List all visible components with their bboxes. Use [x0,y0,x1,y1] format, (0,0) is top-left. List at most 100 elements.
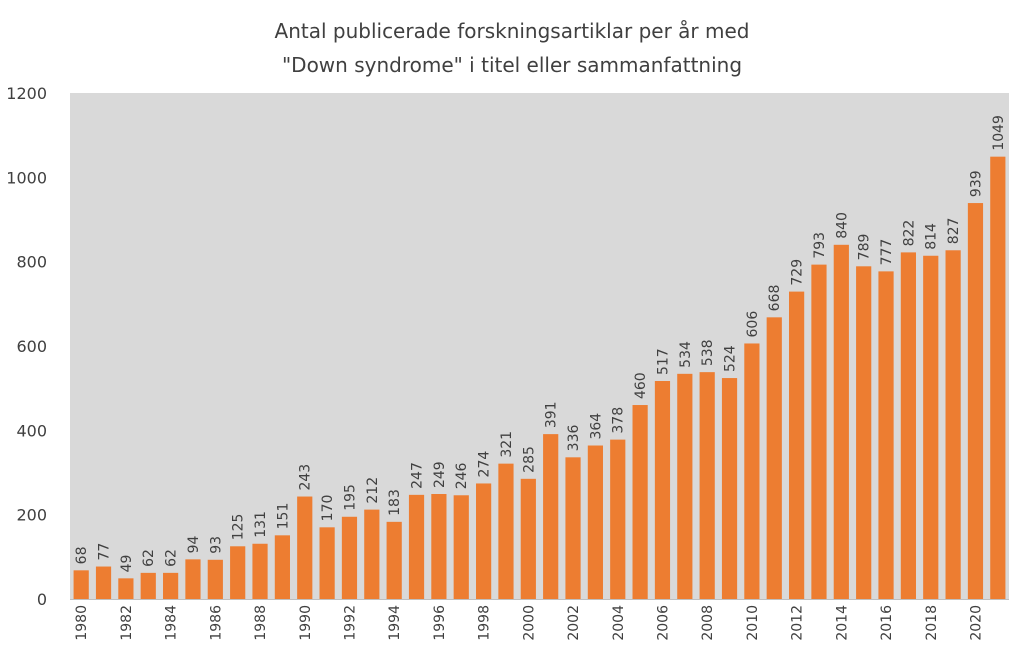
x-tick-label-2020: 2020 [968,605,984,641]
x-tick-label-1980: 1980 [74,605,90,641]
bar-2018 [923,255,939,599]
x-tick-label-1992: 1992 [342,605,358,641]
bar-1998 [476,483,492,599]
bar-2006 [654,381,671,599]
data-label-1980: 68 [74,547,90,565]
data-labels-group: 68 77 49 62 62 94 93 125 131 151 243 170 195 212 183 24… [74,115,1007,572]
data-label-1993: 212 [365,477,381,504]
data-label-1983: 62 [141,549,157,567]
data-label-2009: 524 [723,345,739,372]
bar-2013 [811,264,827,599]
x-tick-label-1984: 1984 [164,605,180,641]
data-label-2001: 391 [544,401,560,428]
bar-1999 [498,463,514,599]
data-label-2011: 668 [767,285,783,312]
data-label-2015: 789 [857,234,873,261]
bar-2004 [610,439,626,599]
bar-1997 [453,495,469,599]
data-label-1985: 94 [186,535,202,553]
x-tick-label-2016: 2016 [879,605,895,641]
x-tick-label-2014: 2014 [834,605,850,641]
data-label-1982: 49 [119,555,135,573]
y-tick-label-1200: 1200 [6,84,47,103]
data-label-1987: 125 [231,514,247,541]
bar-1982 [118,578,134,599]
data-label-2000: 285 [521,446,537,473]
x-tick-label-2018: 2018 [924,605,940,641]
bar-2014 [833,244,849,600]
bar-1995 [408,494,425,599]
x-tick-label-2012: 2012 [790,605,806,641]
bar-2003 [587,445,603,599]
x-tick-label-1998: 1998 [477,605,493,641]
data-label-2016: 777 [879,239,895,266]
bar-2002 [565,457,581,599]
data-label-1997: 246 [454,462,470,489]
bar-2005 [632,405,648,599]
data-label-2008: 538 [700,339,716,366]
data-label-1989: 151 [275,503,291,530]
data-label-2010: 606 [745,311,761,338]
bar-1984 [163,572,179,599]
data-label-1991: 170 [320,495,336,522]
x-tick-label-2004: 2004 [611,605,627,641]
bar-2016 [878,271,894,599]
y-tick-label-1000: 1000 [6,168,47,187]
data-label-2021: 1049 [991,115,1007,151]
bar-1991 [319,527,335,599]
bar-1981 [95,566,112,599]
chart-title-line-1: Antal publicerade forskningsartiklar per… [274,19,750,43]
bar-2001 [543,434,559,599]
bar-2007 [677,373,693,599]
bar-2010 [744,343,760,599]
data-label-1999: 321 [499,431,515,458]
plot-area [70,93,1009,599]
data-label-2017: 822 [901,220,917,247]
bar-1989 [274,535,290,599]
x-tick-label-1990: 1990 [298,605,314,641]
data-label-1996: 249 [432,461,448,488]
data-label-2012: 729 [790,259,806,286]
data-label-1995: 247 [410,462,426,489]
bar-1996 [431,494,447,599]
y-tick-label-800: 800 [16,253,47,272]
x-tick-label-1986: 1986 [208,605,224,641]
chart-title: Antal publicerade forskningsartiklar per… [0,14,1024,82]
y-axis: 0 200 400 600 800 1000 1200 [6,84,47,609]
y-tick-label-400: 400 [16,421,47,440]
x-tick-label-1994: 1994 [387,605,403,641]
data-label-2007: 534 [678,341,694,368]
bar-2008 [699,372,715,599]
bar-2017 [900,252,916,599]
x-tick-label-2000: 2000 [521,605,537,641]
chart-title-line-2: "Down syndrome" i titel eller sammanfatt… [281,53,743,77]
data-label-2014: 840 [834,212,850,239]
data-label-1988: 131 [253,511,269,538]
data-label-1984: 62 [164,549,180,567]
data-label-2005: 460 [633,372,649,399]
bar-1983 [140,572,156,599]
data-label-1994: 183 [387,489,403,516]
data-label-2003: 364 [588,413,604,440]
bar-1990 [297,496,313,599]
data-label-1998: 274 [477,451,493,478]
data-label-2020: 939 [968,170,984,197]
bar-1994 [386,521,402,599]
data-label-2018: 814 [924,223,940,250]
bar-2009 [721,378,738,599]
bar-1992 [341,516,358,599]
bar-2000 [520,478,536,599]
y-tick-label-600: 600 [16,337,47,356]
bar-1980 [73,570,89,599]
bar-2019 [945,250,961,599]
x-axis: 1980 1982 1984 1986 1988 1990 1992 1994 1996 1998… [74,605,984,641]
bar-2021 [990,156,1006,600]
data-label-1986: 93 [208,536,224,554]
bar-1988 [252,543,268,599]
y-tick-label-0: 0 [37,590,47,609]
x-tick-label-2010: 2010 [745,605,761,641]
data-label-2019: 827 [946,218,962,245]
y-tick-label-200: 200 [16,506,47,525]
data-label-1981: 77 [97,543,113,561]
